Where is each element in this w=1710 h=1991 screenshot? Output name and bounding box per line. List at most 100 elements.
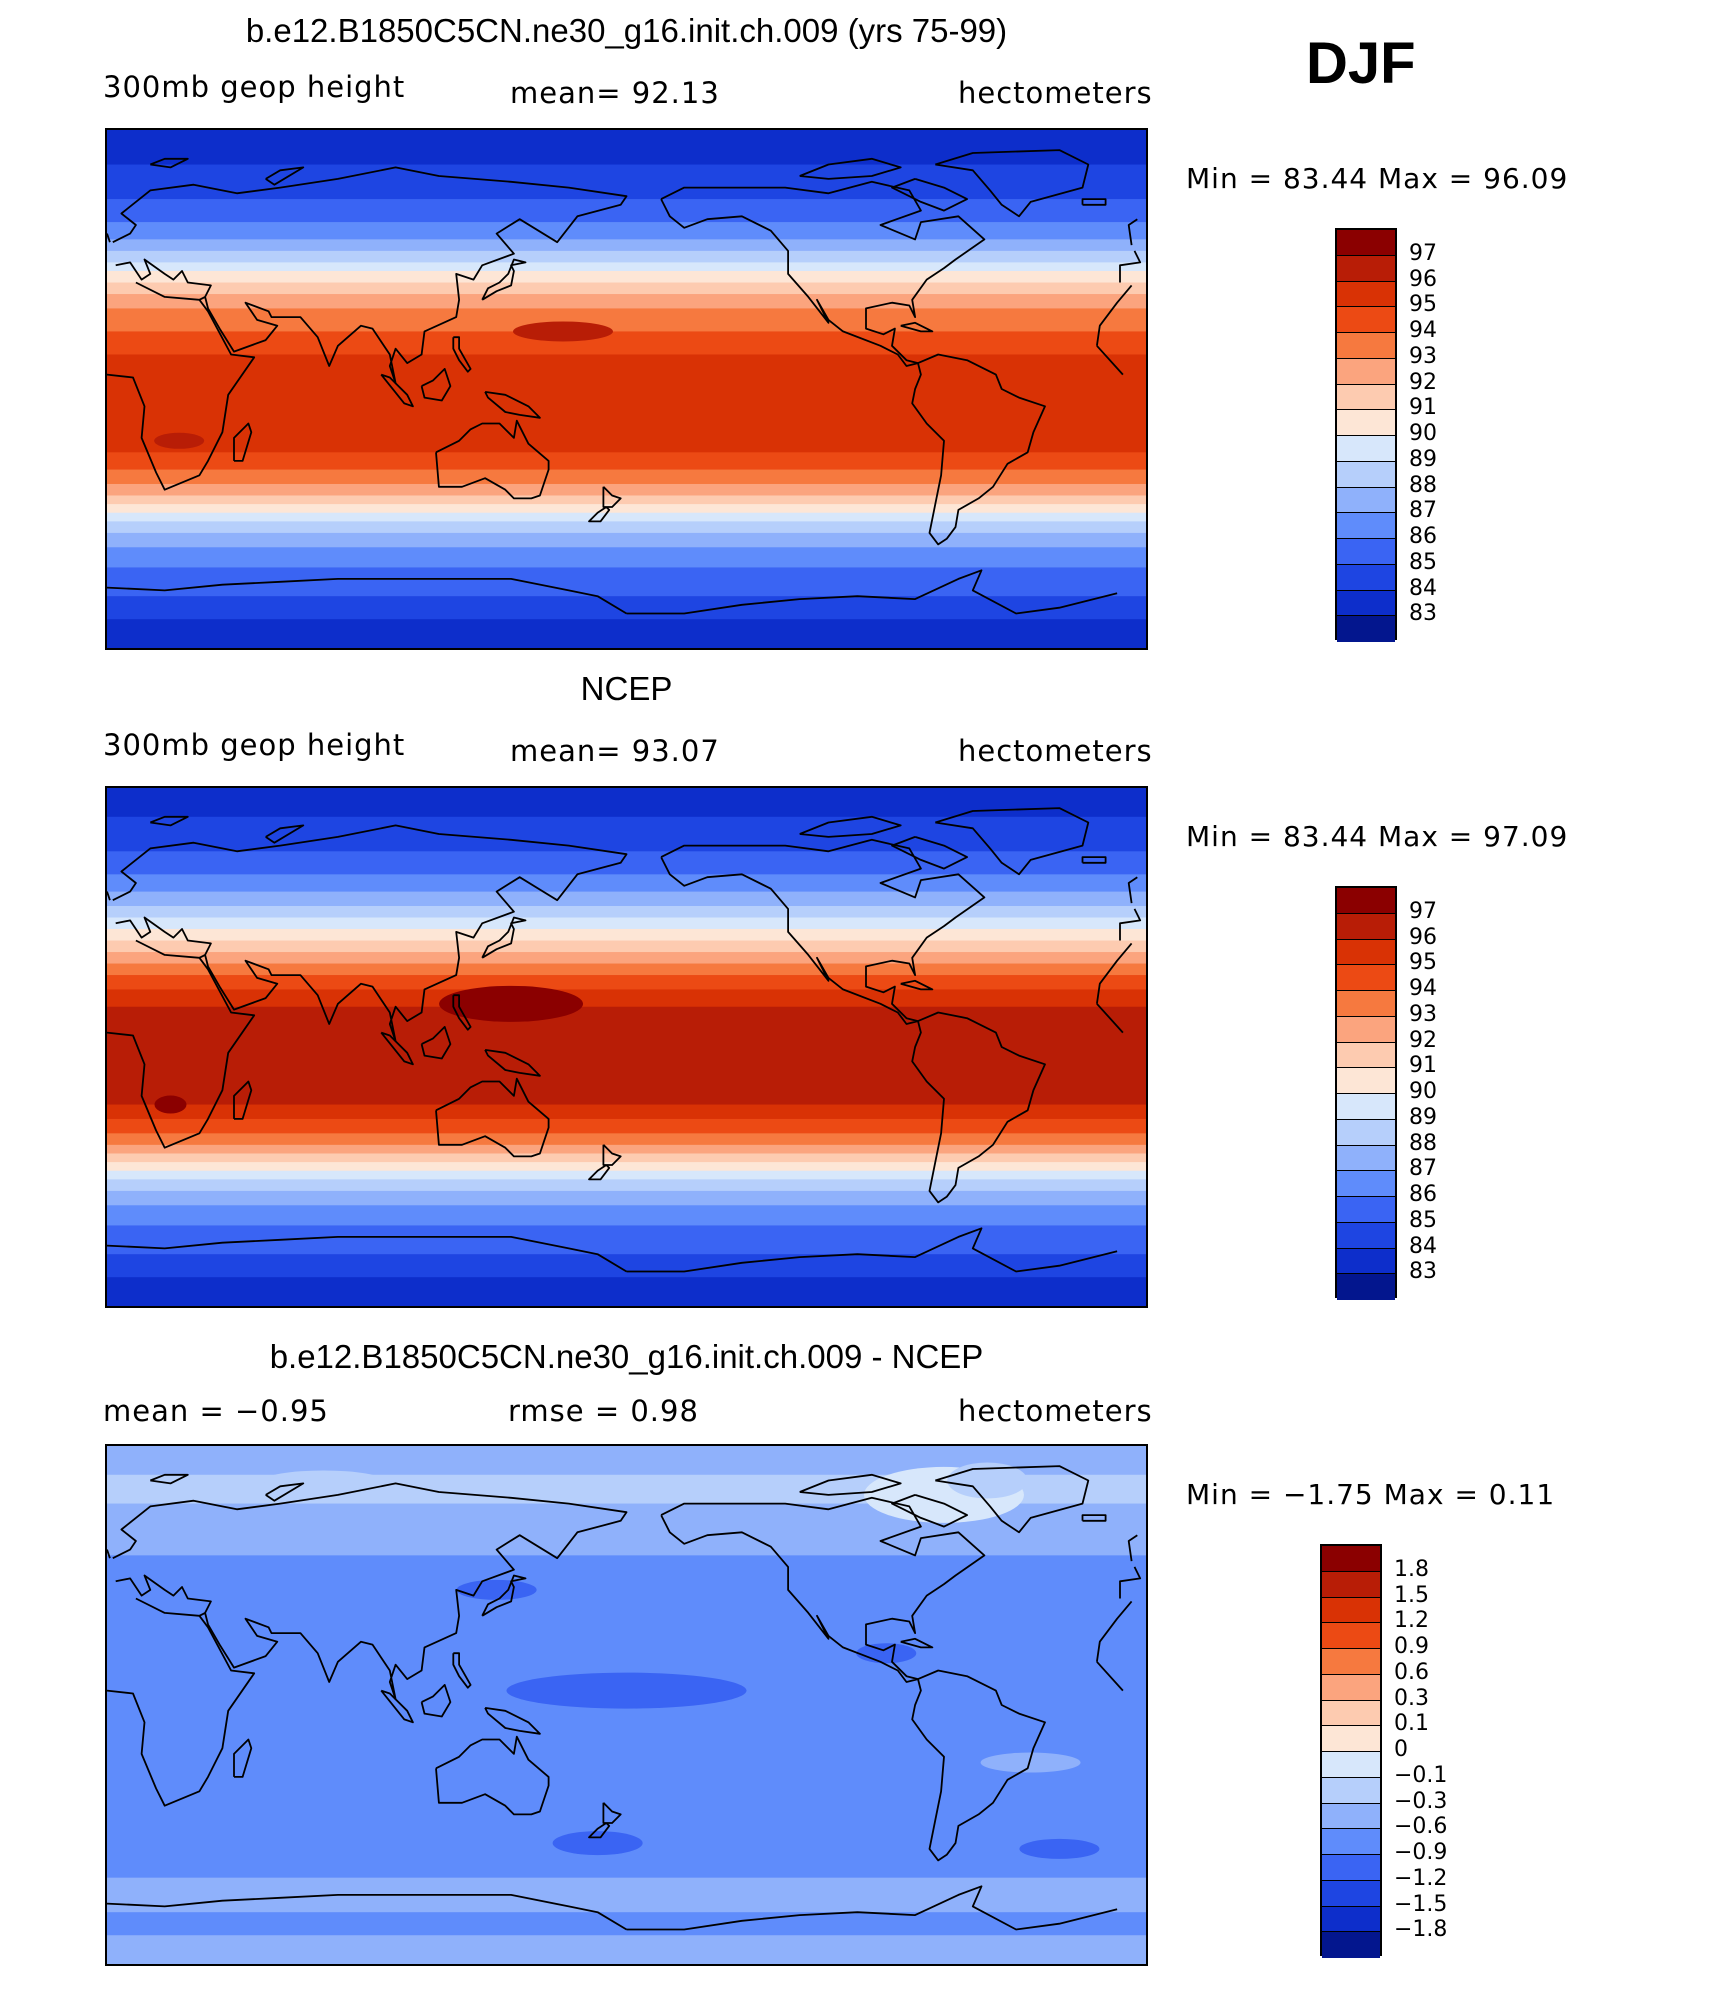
panel-1-band-4 (107, 239, 1146, 252)
colorbar-segment (1337, 307, 1395, 333)
panel-3-diff-pacific (506, 1672, 747, 1709)
panel-3-coast-11 (484, 1707, 541, 1735)
colorbar-segment (1322, 1726, 1380, 1752)
panel-3-coast-10 (380, 1689, 414, 1724)
panel-2-coast-7 (602, 1144, 622, 1166)
panel-1-coast-2 (198, 296, 206, 301)
colorbar-segment (1322, 1597, 1380, 1624)
panel-3-coast-21 (265, 1482, 305, 1502)
panel-2-coast-22 (149, 815, 189, 827)
panel-2-band-10 (107, 963, 1146, 977)
colorbar-segment (1337, 616, 1395, 642)
colorbar-segment (1337, 888, 1395, 914)
colorbar-segment (1337, 513, 1395, 539)
colorbar-tick-label: 84 (1409, 575, 1437, 601)
colorbar-segment (1337, 1094, 1395, 1120)
panel-1-coast-1 (112, 166, 1142, 385)
colorbar-tick-label: 94 (1409, 976, 1437, 1001)
panel-3-coast-5 (233, 1738, 253, 1778)
panel-1-coast-9 (420, 368, 452, 402)
colorbar-segment (1322, 1932, 1380, 1958)
colorbar-tick-label: 87 (1409, 1156, 1437, 1182)
panel-2-map (105, 786, 1148, 1308)
panel-3-coast-2 (198, 1612, 206, 1617)
panel-3-band-6 (107, 1935, 1146, 1964)
colorbar-segment (1337, 487, 1395, 514)
panel-1-band-0 (107, 130, 1146, 166)
colorbar-segment (1337, 461, 1395, 488)
panel-2-band-18 (107, 1153, 1146, 1164)
panel-2-band-8 (107, 940, 1146, 954)
colorbar-segment (1322, 1674, 1380, 1701)
colorbar-tick-label: 95 (1409, 292, 1437, 318)
panel-2-coast-15 (911, 1011, 1046, 1204)
panel-1-coast-14 (935, 149, 1090, 218)
colorbar-tick-label: 88 (1409, 472, 1437, 498)
colorbar-tick-label: 1.5 (1394, 1582, 1429, 1608)
panel-1-coast-7 (602, 486, 622, 508)
panel-1-band-23 (107, 596, 1146, 621)
panel-3-band-5 (107, 1912, 1146, 1937)
colorbar-tick-label: 86 (1409, 1182, 1437, 1207)
panel-2-band-13 (107, 1006, 1146, 1106)
colorbar-tick-label: 92 (1409, 1027, 1437, 1053)
panel-2-band-9 (107, 952, 1146, 965)
colorbar-tick-label: 97 (1409, 240, 1437, 266)
panel-2-band-25 (107, 1254, 1146, 1279)
colorbar-tick-label: 0.9 (1394, 1634, 1429, 1659)
colorbar-segment (1322, 1855, 1380, 1881)
colorbar-segment (1322, 1649, 1380, 1675)
panel-2-band-23 (107, 1205, 1146, 1227)
colorbar-tick-label: 84 (1409, 1233, 1437, 1259)
colorbar-segment (1337, 1274, 1395, 1300)
panel-2-coast-19 (799, 815, 902, 838)
colorbar-segment (1322, 1700, 1380, 1727)
panel-3-diff-southern (552, 1831, 643, 1856)
colorbar-segment (1337, 564, 1395, 591)
panel-1-band-7 (107, 271, 1146, 284)
panel-3-title: b.e12.B1850C5CN.ne30_g16.init.ch.009 - N… (269, 1338, 984, 1375)
colorbar-segment (1337, 939, 1395, 966)
panel-1-coast-17 (107, 578, 627, 615)
colorbar-tick-label: 88 (1409, 1130, 1437, 1156)
colorbar-tick-label: 83 (1409, 1259, 1437, 1285)
colorbar-tick-label: 0 (1394, 1737, 1408, 1762)
panel-3-coast-3 (107, 1534, 1138, 1562)
panel-2-coast-0 (107, 939, 1133, 1149)
panel-3-coast-9 (420, 1684, 452, 1718)
panel-2-band-0 (107, 788, 1146, 818)
colorbar-tick-label: 0.6 (1394, 1659, 1429, 1685)
colorbar-segment (1337, 358, 1395, 385)
panel-3-diff-caribbean (856, 1643, 917, 1664)
colorbar-segment (1337, 539, 1395, 565)
panel-1-band-3 (107, 222, 1146, 241)
panel-2-band-16 (107, 1133, 1146, 1146)
panel-2-colorbar (1335, 886, 1397, 1300)
panel-2-coast-8 (588, 1164, 611, 1181)
panel-1-coast-20 (891, 178, 968, 212)
colorbar-tick-label: 93 (1409, 343, 1437, 369)
panel-1-coast-21 (265, 166, 305, 186)
colorbar-tick-label: 96 (1409, 266, 1437, 292)
panel-3-coast-12 (452, 1652, 472, 1689)
panel-3-coast-1 (112, 1482, 1142, 1701)
colorbar-segment (1322, 1829, 1380, 1855)
colorbar-tick-label: 97 (1409, 898, 1437, 924)
colorbar-segment (1322, 1906, 1380, 1933)
panel-3-band-4 (107, 1877, 1146, 1914)
panel-2-coast-11 (484, 1049, 541, 1077)
panel-1-coast-6 (435, 419, 550, 500)
panel-2-band-4 (107, 891, 1146, 907)
panel-2-band-17 (107, 1144, 1146, 1155)
colorbar-segment (1337, 1016, 1395, 1043)
panel-3-coast-17 (107, 1894, 627, 1931)
panel-2-coast-12 (452, 994, 472, 1031)
colorbar-segment (1337, 1222, 1395, 1249)
panel-1-coast-3 (107, 218, 1138, 246)
panel-1-coast-10 (380, 373, 414, 408)
panel-3-rmse-label: rmse = 0.98 (508, 1394, 699, 1428)
panel-3-diff-atlantic (1019, 1838, 1100, 1859)
colorbar-tick-label: 90 (1409, 1079, 1437, 1104)
panel-1-band-20 (107, 532, 1146, 549)
panel-2-band-5 (107, 905, 1146, 919)
